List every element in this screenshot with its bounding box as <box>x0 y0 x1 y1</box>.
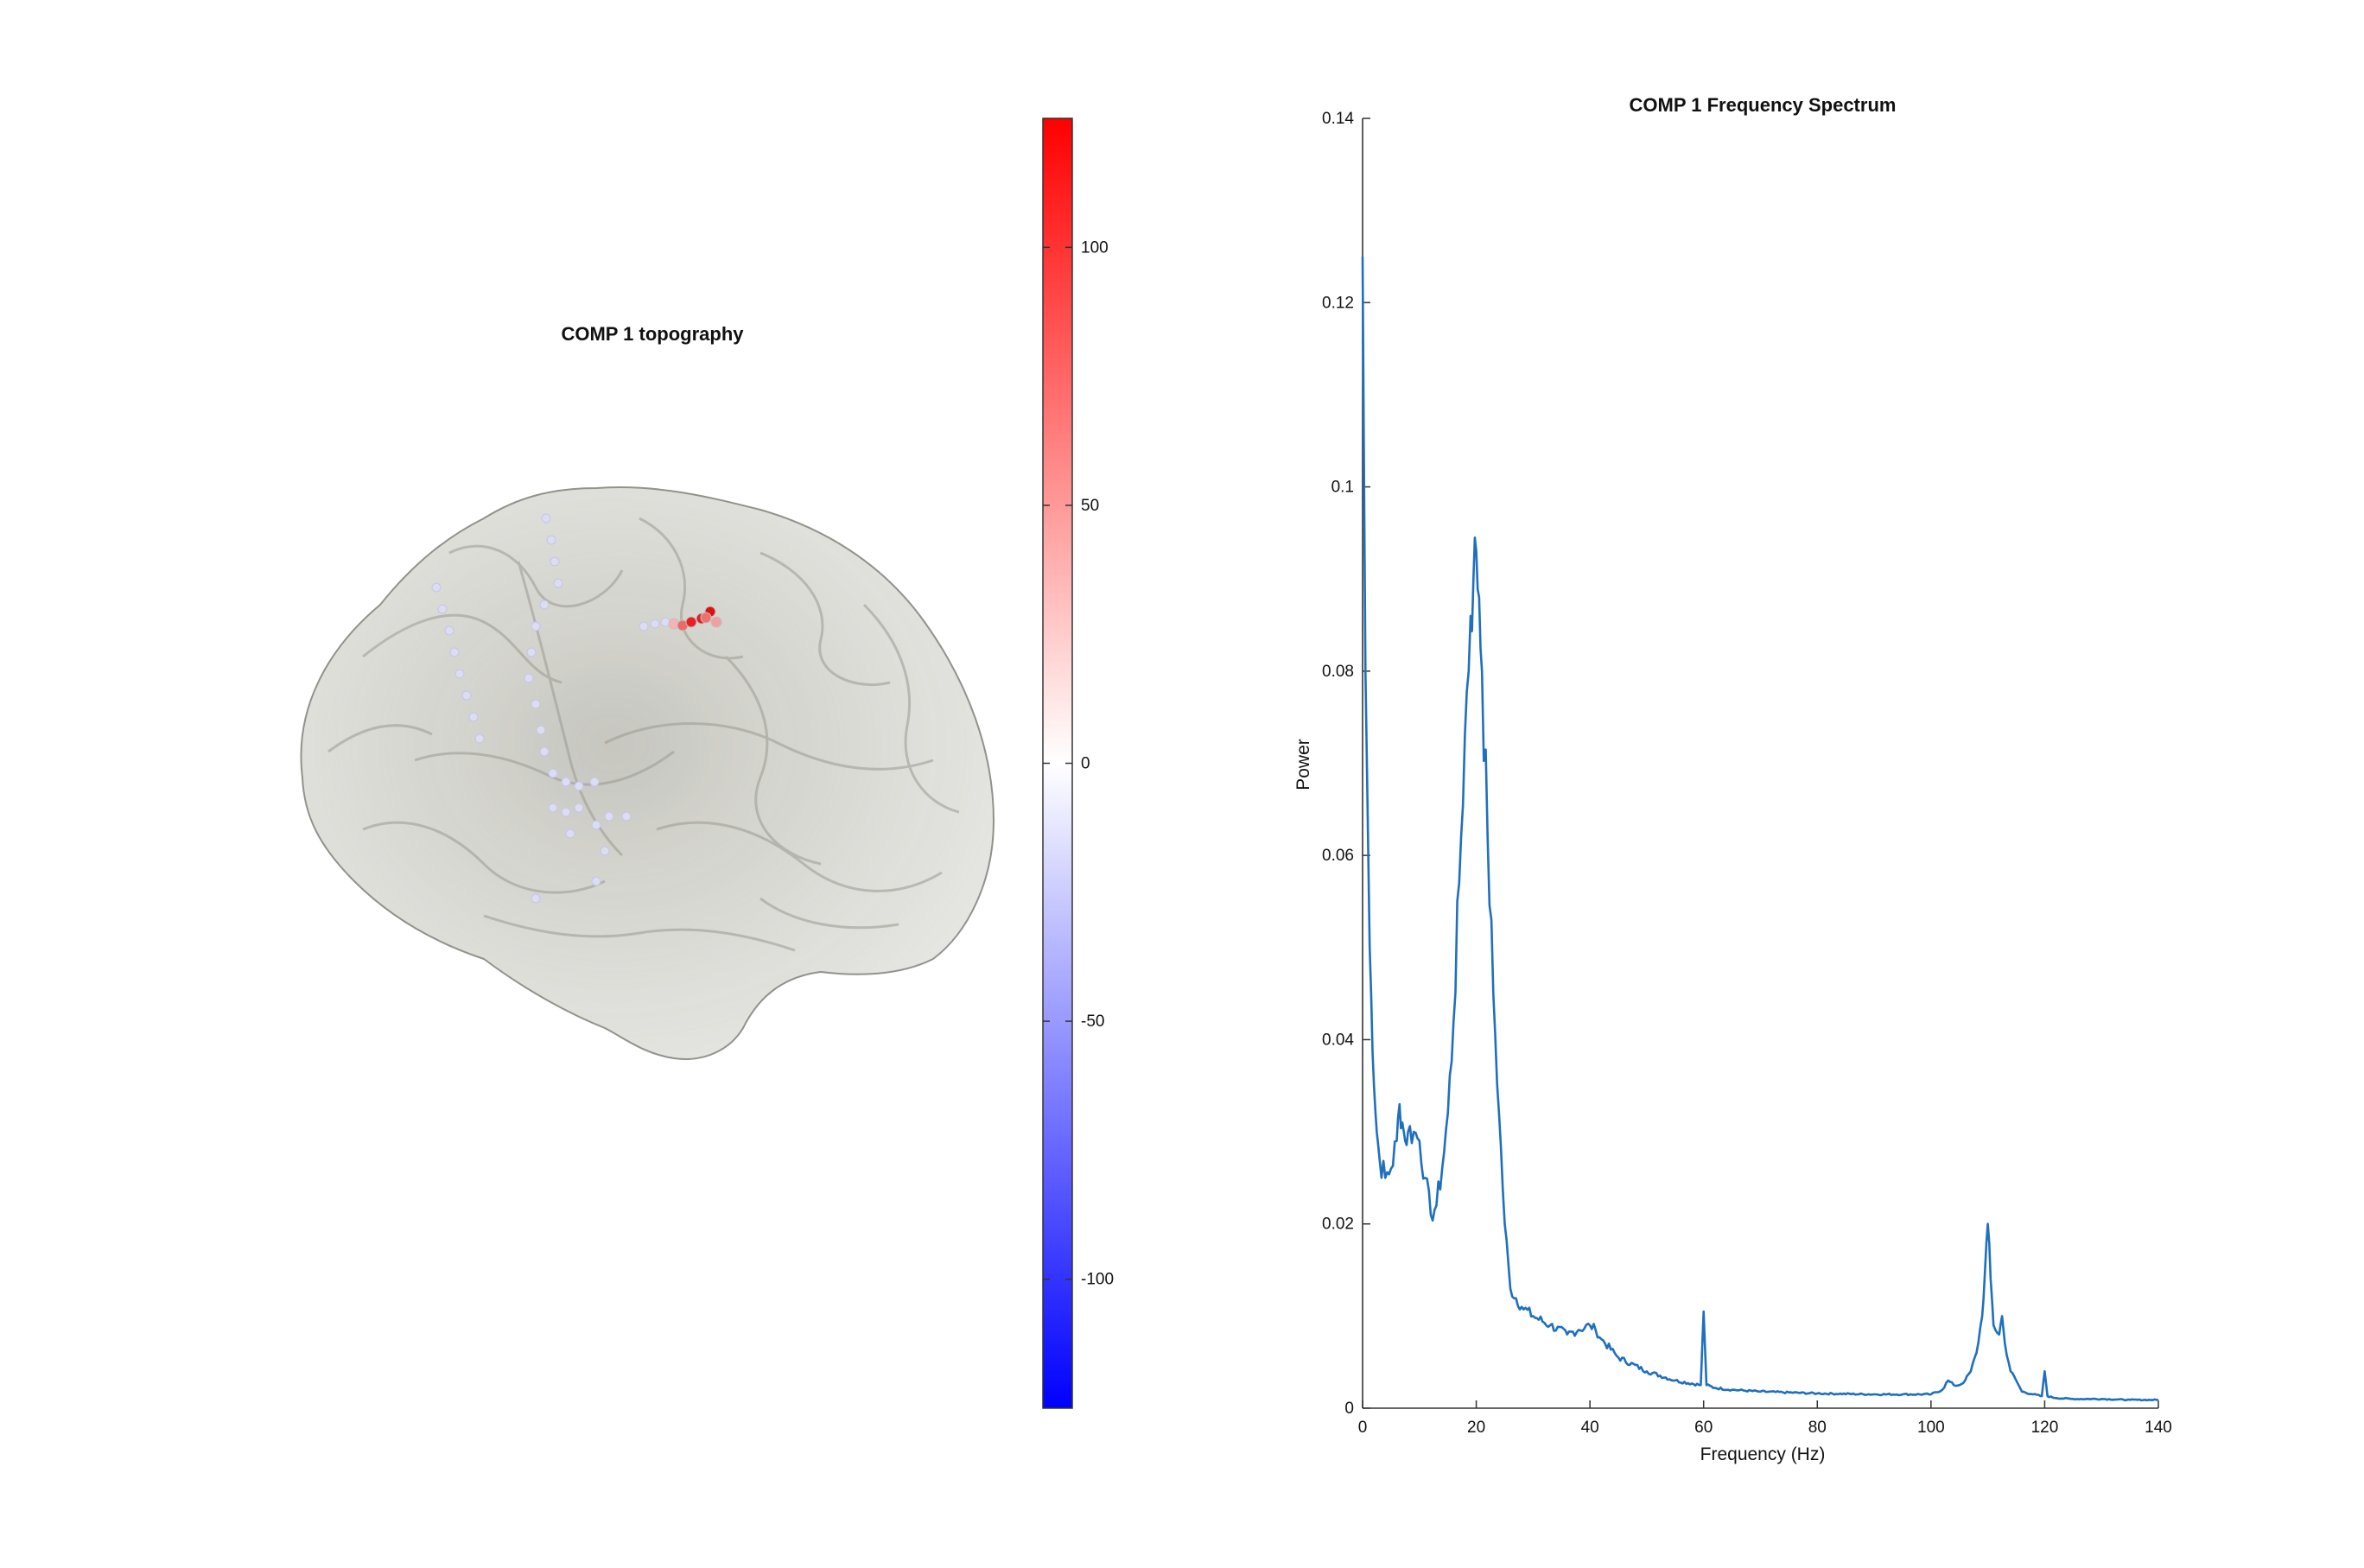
y-tick-label: 0.06 <box>1322 847 1354 865</box>
x-tick-label: 20 <box>1467 1419 1485 1437</box>
y-tick-label: 0.14 <box>1322 110 1354 128</box>
colorbar-tick-label: 50 <box>1081 497 1099 515</box>
colorbar-tick-label: 0 <box>1081 755 1090 773</box>
x-tick-label: 80 <box>1808 1419 1827 1437</box>
x-tick-label: 140 <box>2145 1419 2172 1437</box>
y-tick-label: 0 <box>1344 1400 1354 1418</box>
y-tick-label: 0.08 <box>1322 663 1354 681</box>
spectrum-axes: 0 20 40 60 80 100 120 140 00.020.040.060.080.10… <box>1322 110 2172 1437</box>
spectrum-title: COMP 1 Frequency Spectrum <box>1630 94 1897 116</box>
y-tick-label: 0.12 <box>1322 294 1354 312</box>
x-tick-label: 120 <box>2031 1419 2059 1437</box>
electrode-contacts <box>431 513 722 904</box>
x-tick-label: 0 <box>1358 1419 1368 1437</box>
x-tick-label: 100 <box>1917 1419 1945 1437</box>
colorbar-tick-label: -100 <box>1081 1271 1114 1289</box>
brain-surface <box>300 486 995 1060</box>
y-tick-label: 0.1 <box>1331 479 1354 497</box>
colorbar: 100 50 0 -50 -100 <box>1042 117 1114 1409</box>
y-tick-label: 0.04 <box>1322 1031 1354 1049</box>
topography-panel: COMP 1 topography <box>300 117 1114 1409</box>
y-axis-ticks: 0 0.02 0.04 0.06 0.08 0.1 0.12 0.14 <box>1322 110 1370 1418</box>
x-tick-label: 60 <box>1694 1419 1713 1437</box>
topography-title: COMP 1 topography <box>561 323 744 345</box>
colorbar-tick-label: 100 <box>1081 238 1109 257</box>
colorbar-ticks: 100 50 0 -50 -100 <box>1043 238 1114 1289</box>
x-axis-label: Frequency (Hz) <box>1700 1444 1826 1464</box>
y-tick-label: 0.02 <box>1322 1216 1354 1234</box>
spectrum-panel: COMP 1 Frequency Spectrum 0 20 40 60 80 100 12… <box>1293 94 2172 1464</box>
x-tick-label: 40 <box>1581 1419 1599 1437</box>
x-axis-ticks: 0 20 40 60 80 100 120 140 <box>1358 1400 2172 1437</box>
y-axis-label: Power <box>1293 739 1313 790</box>
colorbar-tick-label: -50 <box>1081 1013 1104 1031</box>
spectrum-series-line <box>1361 256 2159 1402</box>
